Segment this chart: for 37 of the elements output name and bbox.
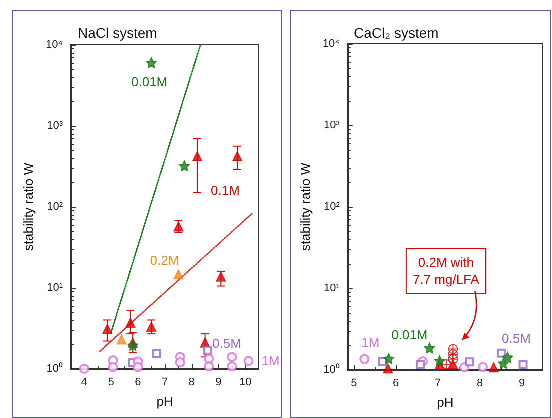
y-tick-label: 10¹ <box>47 282 64 294</box>
y-tick-label: 10¹ <box>324 282 340 294</box>
x-tick-label: 5 <box>351 378 358 390</box>
series-label: 0.5M <box>502 330 531 346</box>
series-label: 0.1M <box>211 183 240 198</box>
y-axis-title: stability ratio W <box>298 162 313 252</box>
x-tick-label: 10 <box>239 376 252 388</box>
series-label: 1M <box>362 334 380 350</box>
y-tick-label: 10⁰ <box>324 363 340 376</box>
series-label: 1M <box>262 354 280 369</box>
series-label: 0.01M <box>132 74 168 90</box>
y-tick-label: 10⁴ <box>46 39 64 51</box>
x-tick-label: 8 <box>188 376 195 388</box>
series-label: 0.5M <box>212 336 242 351</box>
x-axis-title: pH <box>156 394 174 409</box>
x-tick-label: 9 <box>518 378 526 390</box>
y-tick-label: 10⁴ <box>322 38 340 50</box>
chart-title: NaCl system <box>78 25 158 41</box>
x-tick-label: 7 <box>435 378 442 390</box>
y-tick-label: 10² <box>324 201 340 213</box>
x-tick-label: 6 <box>393 378 400 390</box>
x-tick-label: 9 <box>216 376 222 388</box>
x-tick-label: 4 <box>81 376 88 388</box>
x-tick-label: 7 <box>162 376 168 388</box>
y-tick-label: 10³ <box>47 120 64 132</box>
series-label: 0.2M <box>150 253 180 268</box>
chart-title: CaCl₂ system <box>354 25 439 41</box>
y-tick-label: 10³ <box>324 120 340 132</box>
x-tick-label: 5 <box>108 376 114 388</box>
x-axis-title: pH <box>437 395 454 410</box>
y-tick-label: 10² <box>47 201 64 213</box>
y-axis-title: stability ratio W <box>21 162 36 252</box>
series-label: 0.01M <box>392 328 428 343</box>
y-tick-label: 10⁰ <box>46 362 63 375</box>
x-tick-label: 6 <box>135 376 142 388</box>
x-tick-label: 8 <box>476 378 484 390</box>
text: 0.2M with 7.7 mg/LFA <box>412 255 480 288</box>
